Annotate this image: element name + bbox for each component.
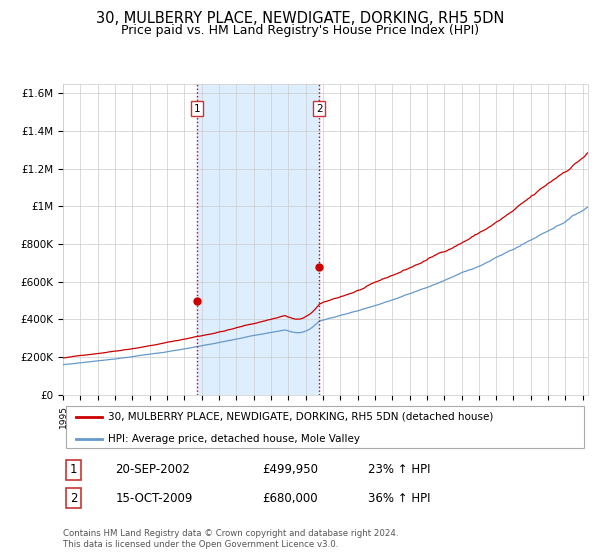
Text: HPI: Average price, detached house, Mole Valley: HPI: Average price, detached house, Mole… xyxy=(107,434,359,444)
Text: 30, MULBERRY PLACE, NEWDIGATE, DORKING, RH5 5DN: 30, MULBERRY PLACE, NEWDIGATE, DORKING, … xyxy=(96,11,504,26)
Bar xyxy=(197,84,319,395)
Text: 2: 2 xyxy=(70,492,77,505)
Text: 1: 1 xyxy=(70,463,77,477)
Text: 2: 2 xyxy=(316,104,323,114)
Text: 30, MULBERRY PLACE, NEWDIGATE, DORKING, RH5 5DN (detached house): 30, MULBERRY PLACE, NEWDIGATE, DORKING, … xyxy=(107,412,493,422)
Text: 23% ↑ HPI: 23% ↑ HPI xyxy=(367,463,430,477)
Text: 36% ↑ HPI: 36% ↑ HPI xyxy=(367,492,430,505)
Text: Price paid vs. HM Land Registry's House Price Index (HPI): Price paid vs. HM Land Registry's House … xyxy=(121,24,479,36)
Text: £499,950: £499,950 xyxy=(263,463,319,477)
Text: Contains HM Land Registry data © Crown copyright and database right 2024.
This d: Contains HM Land Registry data © Crown c… xyxy=(63,529,398,549)
Text: 1: 1 xyxy=(193,104,200,114)
Text: 20-SEP-2002: 20-SEP-2002 xyxy=(115,463,190,477)
Text: 15-OCT-2009: 15-OCT-2009 xyxy=(115,492,193,505)
Text: £680,000: £680,000 xyxy=(263,492,318,505)
FancyBboxPatch shape xyxy=(65,405,584,449)
